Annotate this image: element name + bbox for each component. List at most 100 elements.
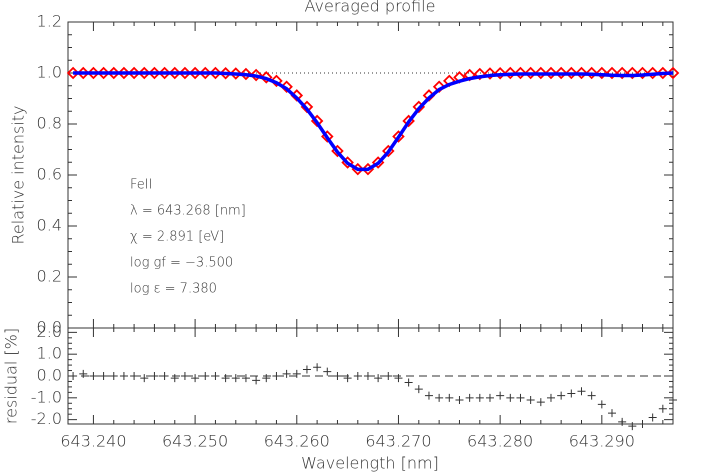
data-point [557, 391, 566, 400]
annotation: log ε = 7.380 [130, 282, 217, 297]
data-point [211, 372, 220, 380]
data-point [229, 67, 243, 80]
data-point [544, 66, 558, 80]
annotation: λ = 643.268 [nm] [130, 204, 246, 219]
annotation: FeII [130, 178, 152, 193]
data-point [262, 374, 271, 383]
data-point [514, 66, 527, 80]
y-tick-label: 0.4 [37, 216, 62, 235]
y-tick-label: 0.2 [37, 267, 62, 286]
data-point [638, 420, 647, 428]
data-point [79, 369, 88, 378]
data-point [554, 66, 568, 80]
x-tick-label: 643.240 [60, 432, 126, 451]
y-tick-label: -2.0 [31, 409, 62, 428]
x-tick-label: 643.250 [162, 432, 228, 451]
data-point [313, 363, 322, 372]
data-point [496, 391, 505, 400]
x-tick-label: 643.270 [365, 432, 431, 451]
data-point [424, 391, 433, 400]
data-point [648, 413, 657, 422]
annotation: log gf = −3.500 [130, 256, 233, 271]
data-point [394, 374, 403, 383]
data-point [260, 71, 273, 84]
y-axis-label: residual [%] [2, 328, 21, 424]
data-point [384, 372, 393, 380]
data-point [363, 372, 372, 380]
data-point [465, 393, 474, 402]
data-point [323, 367, 332, 376]
data-point [646, 66, 659, 80]
data-point [536, 398, 545, 407]
data-point [455, 396, 464, 404]
data-point [565, 66, 578, 80]
data-point [636, 66, 649, 80]
data-point [656, 66, 670, 80]
annotation: χ = 2.891 [eV] [130, 230, 224, 245]
data-line [73, 71, 674, 172]
data-point [587, 391, 596, 400]
data-point [270, 74, 283, 88]
data-point [628, 422, 637, 431]
data-point [343, 374, 352, 383]
data-point [140, 374, 149, 383]
data-point [130, 372, 139, 380]
data-point [99, 372, 108, 380]
data-point [282, 369, 291, 378]
data-point [435, 393, 444, 402]
data-point [534, 66, 548, 80]
data-point [473, 67, 487, 81]
data-point [170, 374, 179, 383]
y-tick-label: 0.0 [37, 318, 62, 337]
y-tick-label: 0.6 [37, 165, 62, 184]
data-point [483, 67, 497, 80]
data-point [445, 393, 454, 402]
data-point [546, 393, 555, 402]
y-axis-label: Relative intensity [9, 106, 28, 245]
data-point [272, 372, 281, 380]
data-point [180, 372, 189, 380]
data-point [414, 385, 423, 394]
data-point [605, 66, 619, 80]
data-point [333, 372, 342, 380]
data-point [575, 66, 588, 80]
data-point [666, 66, 680, 80]
data-point [292, 369, 301, 378]
data-point [69, 372, 78, 380]
data-point [239, 67, 253, 81]
data-point [89, 372, 98, 380]
data-point [119, 372, 128, 380]
data-point [597, 400, 606, 409]
data-point [249, 68, 263, 82]
data-point [526, 396, 535, 404]
data-point [658, 404, 667, 413]
data-point [109, 372, 118, 380]
data-point [191, 374, 200, 383]
data-point [374, 374, 383, 383]
chart-title: Averaged profile [305, 0, 436, 16]
data-point [150, 372, 159, 380]
data-point [607, 409, 616, 418]
data-point [485, 393, 494, 402]
y-tick-label: 1.0 [37, 344, 62, 363]
data-point [577, 387, 586, 396]
data-point [524, 66, 537, 80]
data-point [626, 66, 639, 80]
data-point [567, 389, 576, 398]
data-point [241, 374, 250, 383]
data-point [219, 66, 232, 80]
y-tick-label: -1.0 [31, 387, 62, 406]
data-point [201, 372, 210, 380]
data-point [615, 66, 629, 80]
data-point [160, 372, 169, 380]
x-tick-label: 643.290 [569, 432, 635, 451]
data-point [516, 393, 525, 402]
data-point [595, 66, 609, 80]
y-tick-label: 1.2 [37, 12, 62, 31]
data-point [231, 374, 240, 383]
y-tick-label: 1.0 [37, 63, 62, 82]
data-point [585, 66, 598, 80]
x-axis-label: Wavelength [nm] [301, 454, 439, 472]
